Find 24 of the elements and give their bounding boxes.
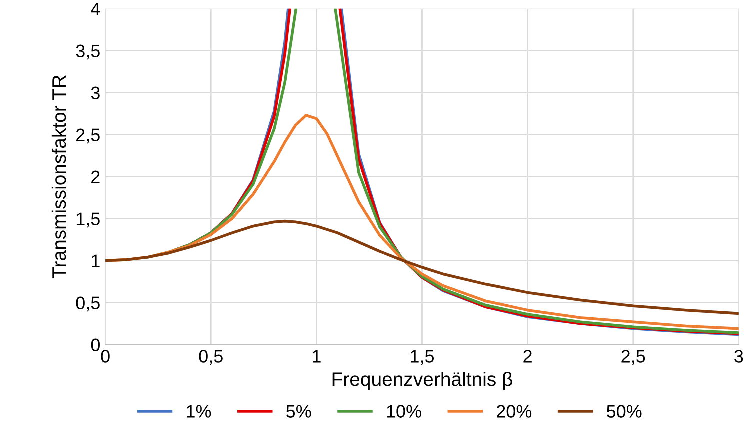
- legend-label: 50%: [606, 405, 642, 418]
- legend-label: 10%: [387, 405, 422, 418]
- y-tick-label: 0,5: [76, 296, 100, 312]
- y-tick-label: 1,5: [76, 212, 100, 228]
- x-tick-label: 1: [313, 350, 321, 363]
- line-series: [106, 220, 739, 316]
- y-tick-label: 3: [91, 86, 100, 100]
- y-tick-label: 4: [91, 2, 100, 16]
- x-tick-label: 0: [101, 350, 110, 363]
- legend-label: 20%: [497, 405, 532, 418]
- legend-label: 5%: [286, 405, 312, 418]
- y-tick-label: 2: [92, 170, 100, 184]
- y-axis-title: Transmissionsfaktor TR: [52, 76, 66, 278]
- x-axis-title: Frequenzverhältnis β: [332, 372, 512, 390]
- x-tick-label: 1,5: [411, 350, 434, 366]
- y-tick-label: 1: [92, 254, 100, 268]
- y-tick-label: 0: [91, 338, 100, 352]
- x-tick-label: 0,5: [199, 350, 223, 366]
- y-tick-label: 3,5: [76, 44, 100, 60]
- x-tick-label: 2,5: [622, 350, 646, 366]
- y-tick-label: 2,5: [76, 128, 100, 144]
- legend-label: 1%: [187, 405, 212, 418]
- x-tick-label: 3: [734, 350, 744, 363]
- x-tick-label: 2: [524, 350, 532, 363]
